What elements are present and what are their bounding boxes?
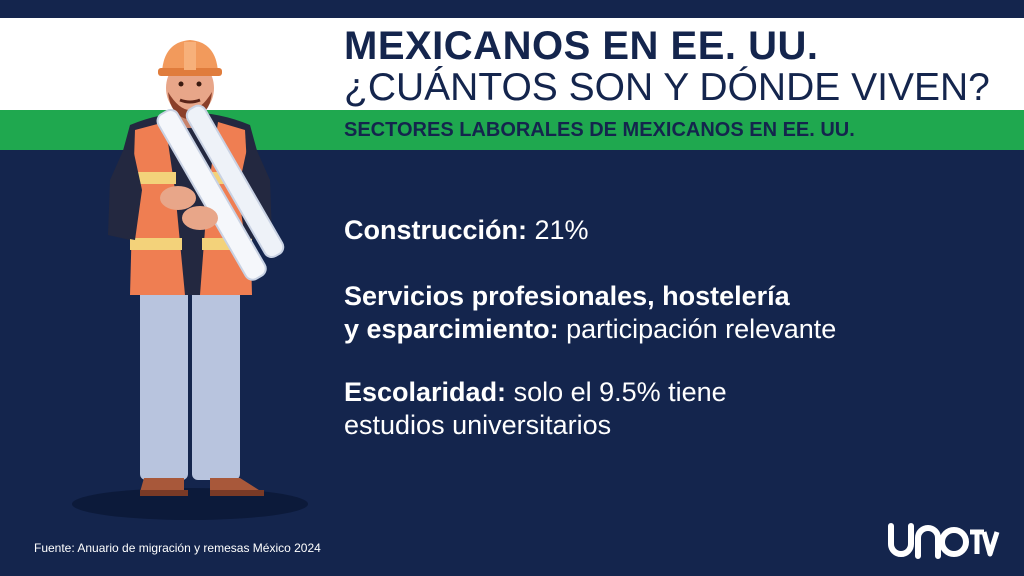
item-servicios: Servicios profesionales, hostelería y es… bbox=[344, 280, 836, 346]
item-construccion-label: Construcción: bbox=[344, 215, 528, 245]
item-servicios-label-line1: Servicios profesionales, hostelería bbox=[344, 281, 790, 311]
item-servicios-label-line2: y esparcimiento: bbox=[344, 314, 559, 344]
item-construccion: Construcción: 21% bbox=[344, 214, 589, 247]
source-note: Fuente: Anuario de migración y remesas M… bbox=[34, 541, 321, 555]
item-escolaridad-value-line2: estudios universitarios bbox=[344, 410, 612, 440]
title-line-1: MEXICANOS EN EE. UU. bbox=[344, 24, 819, 68]
item-servicios-value: participación relevante bbox=[558, 314, 837, 344]
construction-worker-icon bbox=[72, 40, 308, 520]
top-band bbox=[0, 0, 1024, 18]
item-escolaridad-value-line1: solo el 9.5% tiene bbox=[506, 377, 727, 407]
item-escolaridad: Escolaridad: solo el 9.5% tiene estudios… bbox=[344, 376, 727, 442]
title-line-2: ¿CUÁNTOS SON Y DÓNDE VIVEN? bbox=[344, 66, 990, 109]
item-escolaridad-label: Escolaridad: bbox=[344, 377, 507, 407]
item-construccion-value: 21% bbox=[527, 215, 589, 245]
unotv-logo-icon bbox=[888, 523, 1000, 559]
subtitle: SECTORES LABORALES DE MEXICANOS EN EE. U… bbox=[344, 119, 855, 141]
